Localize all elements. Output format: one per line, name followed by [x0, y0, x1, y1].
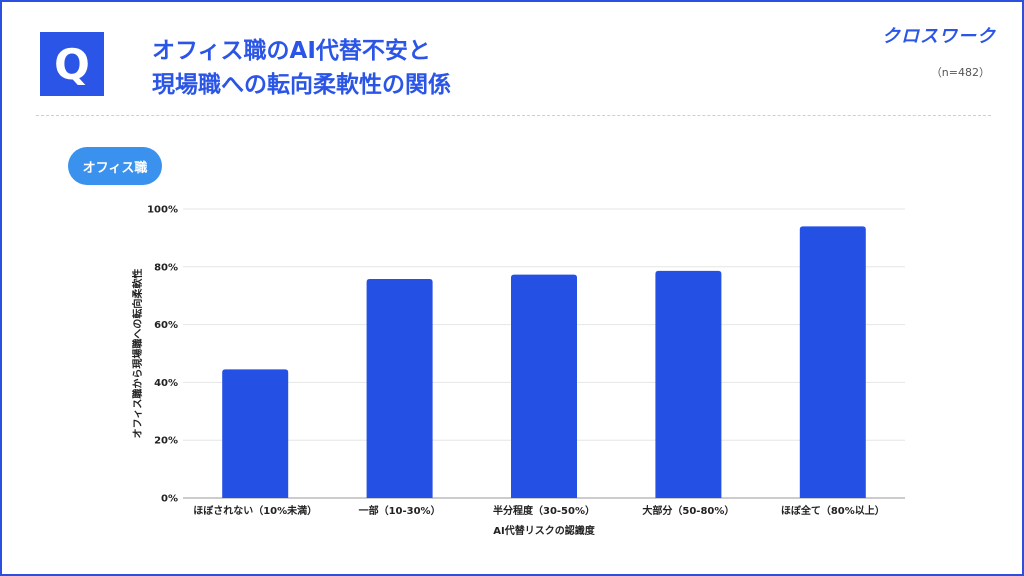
category-labels: ほぼされない（10%未満） 一部（10-30%） 半分程度（30-50%） 大部分（5…: [193, 504, 885, 517]
y-axis-label: オフィス職から現場職への転向柔軟性: [131, 269, 144, 439]
bar: [511, 274, 577, 498]
bar: [655, 270, 722, 498]
category-label: 半分程度（30-50%）: [493, 504, 595, 517]
question-badge: Q: [40, 32, 104, 96]
bar: [799, 226, 866, 498]
page-title: オフィス職のAI代替不安と 現場職への転向柔軟性の関係: [152, 34, 451, 102]
y-tick-label: 0%: [161, 494, 178, 505]
category-label: 大部分（50-80%）: [642, 504, 734, 517]
category-label: 一部（10-30%）: [359, 504, 441, 517]
y-tick-label: 60%: [154, 320, 178, 331]
sample-size: （n=482）: [930, 66, 990, 79]
title-line-2: 現場職への転向柔軟性の関係: [152, 72, 451, 98]
y-tick-label: 40%: [154, 378, 178, 389]
y-tick-label: 100%: [147, 205, 178, 216]
filter-pill-office: オフィス職: [68, 147, 162, 185]
y-tick-labels: 0% 20% 40% 60% 80% 100%: [147, 205, 178, 505]
category-label: ほぼ全て（80%以上）: [781, 504, 885, 517]
divider: [36, 115, 991, 116]
y-tick-label: 20%: [154, 436, 178, 447]
bar: [366, 278, 433, 498]
x-axis-label: AI代替リスクの認識度: [493, 524, 595, 537]
title-line-1: オフィス職のAI代替不安と: [152, 38, 431, 64]
bar: [222, 369, 289, 498]
brand-logo: クロスワーク: [882, 26, 996, 47]
y-tick-label: 80%: [154, 262, 178, 273]
bars: [222, 226, 866, 498]
category-label: ほぼされない（10%未満）: [193, 504, 317, 517]
